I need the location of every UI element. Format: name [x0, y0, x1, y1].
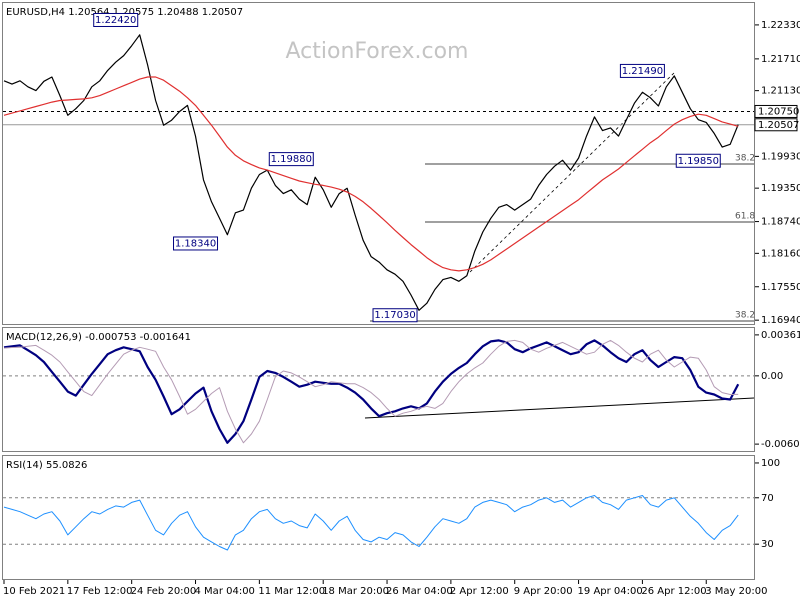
y-tick-label: 1.17550 — [761, 282, 800, 293]
price-annotation: 1.19880 — [271, 154, 312, 165]
price-box — [754, 104, 798, 118]
price-annotation-box — [619, 63, 665, 78]
rsi-panel — [2, 455, 755, 580]
y-tick-label: 1.18740 — [761, 217, 800, 228]
price-annotation: 1.18340 — [175, 238, 216, 249]
panel-title: RSI(14) 55.0826 — [6, 460, 87, 471]
watermark: ActionForex.com — [286, 39, 469, 64]
y-tick-label: 1.21130 — [761, 86, 800, 97]
y-tick-label: 1.16940 — [761, 315, 800, 326]
series-line — [3, 339, 739, 444]
x-tick-label: 9 Apr 20:00 — [514, 586, 573, 597]
x-tick-label: 2 Apr 12:00 — [450, 586, 509, 597]
x-tick-label: 11 Mar 12:00 — [258, 586, 325, 597]
y-tick-label: 1.18160 — [761, 248, 800, 259]
y-tick-label: 0.003615 — [761, 330, 800, 341]
price-annotation: 1.21490 — [622, 66, 663, 77]
series-line — [3, 34, 739, 311]
fib-label: 38.2 — [735, 154, 755, 164]
price-annotation: 1.19850 — [678, 156, 719, 167]
price-annotation: 1.22420 — [95, 15, 136, 26]
series-line — [3, 76, 739, 272]
y-tick-label: 1.19930 — [761, 151, 800, 162]
y-tick-label: 1.19350 — [761, 183, 800, 194]
y-tick-label: 1.21710 — [761, 54, 800, 65]
panel-title: EURUSD,H4 1.20564 1.20575 1.20488 1.2050… — [6, 7, 243, 18]
x-tick-label: 19 Apr 04:00 — [578, 586, 643, 597]
x-tick-label: 24 Feb 20:00 — [131, 586, 197, 597]
y-tick-label: 30 — [761, 539, 774, 550]
macd-trend-line — [364, 397, 755, 419]
price-annotation-box — [372, 308, 418, 323]
x-tick-label: 3 May 20:00 — [705, 586, 767, 597]
y-tick-label: 100 — [761, 458, 780, 469]
panel-title: MACD(12,26,9) -0.000753 -0.001641 — [6, 332, 191, 343]
price-annotation: 1.17030 — [374, 310, 415, 321]
price-box — [754, 118, 798, 132]
fib-label: 61.8 — [735, 212, 755, 222]
x-tick-label: 10 Feb 2021 — [3, 586, 65, 597]
price-box-label: 1.20507 — [758, 120, 799, 131]
y-tick-label: 0.00 — [761, 371, 783, 382]
price-box-label: 1.20750 — [758, 106, 799, 117]
price-annotation-box — [675, 153, 721, 168]
price-annotation-box — [268, 152, 314, 167]
series-line — [3, 339, 740, 444]
x-tick-label: 17 Feb 12:00 — [67, 586, 133, 597]
y-tick-label: 1.22330 — [761, 20, 800, 31]
x-tick-label: 26 Mar 04:00 — [386, 586, 453, 597]
series-line — [3, 495, 739, 551]
fib-label: 38.2 — [735, 311, 755, 321]
macd-panel — [2, 327, 755, 452]
price-annotation-box — [93, 12, 139, 27]
price-annotation-box — [173, 236, 219, 251]
x-tick-label: 26 Apr 12:00 — [641, 586, 706, 597]
x-tick-label: 4 Mar 04:00 — [195, 586, 255, 597]
y-tick-label: 70 — [761, 493, 774, 504]
y-tick-label: -0.006026 — [761, 439, 800, 450]
x-tick-label: 18 Mar 20:00 — [322, 586, 389, 597]
price-panel — [2, 2, 755, 325]
